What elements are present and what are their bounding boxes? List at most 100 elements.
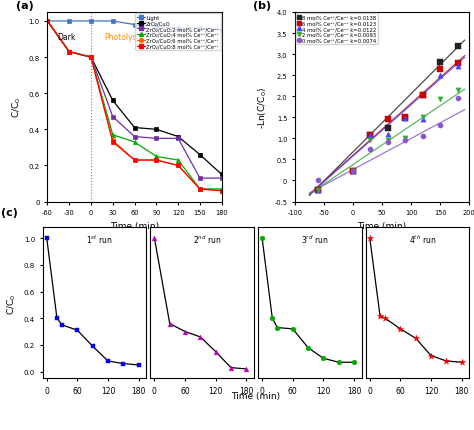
ZrO₂/CuO:4 mol% Ce³⁺/Ce⁴⁺ [219, 187, 225, 192]
Point [212, 348, 219, 355]
Light [88, 19, 94, 25]
Point [401, 115, 409, 122]
ZrO₂/CuO [219, 172, 225, 178]
Point [151, 235, 158, 242]
Point [304, 344, 312, 351]
Point [349, 169, 357, 175]
ZrO₂/CuO:6 mol% Ce³⁺/Ce⁴⁺ [66, 50, 72, 55]
Point [227, 364, 235, 371]
ZrO₂/CuO:8 mol% Ce³⁺/Ce⁴⁺ [45, 19, 50, 25]
Point [401, 115, 409, 122]
Point [437, 73, 444, 80]
Point [437, 66, 444, 73]
Point [384, 126, 392, 132]
ZrO₂/CuO [110, 98, 116, 104]
Line: ZrO₂/CuO:4 mol% Ce³⁺/Ce⁴⁺: ZrO₂/CuO:4 mol% Ce³⁺/Ce⁴⁺ [46, 20, 224, 192]
Point [419, 133, 427, 140]
Point [314, 187, 322, 194]
ZrO₂/CuO:4 mol% Ce³⁺/Ce⁴⁺ [175, 158, 181, 163]
ZrO₂/CuO:6 mol% Ce³⁺/Ce⁴⁺ [197, 187, 203, 192]
Point [458, 359, 465, 366]
ZrO₂/CuO [197, 153, 203, 158]
Text: Photolysis: Photolysis [104, 33, 143, 42]
ZrO₂/CuO:6 mol% Ce³⁺/Ce⁴⁺ [110, 138, 116, 144]
Point [104, 358, 112, 365]
Light [219, 28, 225, 34]
Legend: Light, ZrO₂/CuO, ZrO₂/CuO:2 mol% Ce³⁺/Ce⁴⁺, ZrO₂/CuO:4 mol% Ce³⁺/Ce⁴⁺, ZrO₂/CuO:: Light, ZrO₂/CuO, ZrO₂/CuO:2 mol% Ce³⁺/Ce… [135, 14, 221, 51]
X-axis label: Time (min): Time (min) [110, 221, 159, 230]
Y-axis label: C/C$_0$: C/C$_0$ [6, 292, 18, 314]
Light [175, 27, 181, 32]
Light [110, 19, 116, 25]
ZrO₂/CuO:2 mol% Ce³⁺/Ce⁴⁺ [110, 115, 116, 120]
Point [349, 169, 357, 175]
Point [454, 95, 461, 102]
Text: 2$^{nd}$ run: 2$^{nd}$ run [193, 233, 221, 245]
Point [397, 326, 404, 332]
Point [454, 63, 461, 70]
Point [419, 116, 427, 123]
Point [119, 360, 127, 367]
Point [367, 146, 374, 153]
ZrO₂/CuO [175, 135, 181, 140]
Text: (a): (a) [16, 1, 34, 11]
Point [437, 122, 444, 129]
Point [384, 139, 392, 146]
Line: ZrO₂/CuO:6 mol% Ce³⁺/Ce⁴⁺: ZrO₂/CuO:6 mol% Ce³⁺/Ce⁴⁺ [46, 20, 224, 194]
Point [419, 114, 427, 121]
Point [367, 132, 374, 139]
Light [132, 23, 137, 28]
Point [367, 132, 374, 139]
ZrO₂/CuO:4 mol% Ce³⁺/Ce⁴⁺ [154, 154, 159, 160]
ZrO₂/CuO:2 mol% Ce³⁺/Ce⁴⁺ [154, 136, 159, 141]
Line: ZrO₂/CuO: ZrO₂/CuO [46, 20, 224, 177]
ZrO₂/CuO:6 mol% Ce³⁺/Ce⁴⁺ [175, 163, 181, 169]
Point [181, 329, 189, 335]
Point [401, 135, 409, 142]
ZrO₂/CuO:8 mol% Ce³⁺/Ce⁴⁺ [219, 189, 225, 194]
Point [366, 235, 374, 242]
Point [401, 138, 409, 144]
ZrO₂/CuO:4 mol% Ce³⁺/Ce⁴⁺ [66, 50, 72, 55]
Point [43, 235, 51, 242]
Point [401, 114, 409, 121]
Point [89, 343, 96, 350]
Point [166, 320, 173, 327]
ZrO₂/CuO:6 mol% Ce³⁺/Ce⁴⁺ [88, 55, 94, 61]
ZrO₂/CuO [154, 127, 159, 132]
ZrO₂/CuO:6 mol% Ce³⁺/Ce⁴⁺ [132, 158, 137, 163]
Point [454, 44, 461, 51]
Point [314, 178, 322, 184]
Point [273, 324, 281, 331]
Text: Time (min): Time (min) [231, 391, 281, 400]
ZrO₂/CuO:4 mol% Ce³⁺/Ce⁴⁺ [132, 140, 137, 145]
Line: ZrO₂/CuO:2 mol% Ce³⁺/Ce⁴⁺: ZrO₂/CuO:2 mol% Ce³⁺/Ce⁴⁺ [46, 20, 224, 181]
Point [384, 137, 392, 144]
Text: 4$^{th}$ run: 4$^{th}$ run [409, 233, 437, 245]
Point [367, 138, 374, 144]
ZrO₂/CuO:6 mol% Ce³⁺/Ce⁴⁺ [45, 19, 50, 25]
Point [258, 235, 266, 242]
Light [154, 25, 159, 30]
Point [367, 132, 374, 139]
ZrO₂/CuO:8 mol% Ce³⁺/Ce⁴⁺ [175, 163, 181, 169]
ZrO₂/CuO:6 mol% Ce³⁺/Ce⁴⁺ [219, 189, 225, 194]
Y-axis label: C/C$_0$: C/C$_0$ [10, 97, 23, 118]
Point [376, 312, 384, 319]
ZrO₂/CuO:2 mol% Ce³⁺/Ce⁴⁺ [45, 19, 50, 25]
Point [349, 169, 357, 175]
Point [242, 366, 250, 372]
Text: 3$^{rd}$ run: 3$^{rd}$ run [301, 233, 328, 245]
Point [314, 187, 322, 194]
ZrO₂/CuO:2 mol% Ce³⁺/Ce⁴⁺ [88, 55, 94, 61]
Light [66, 19, 72, 25]
ZrO₂/CuO [45, 19, 50, 25]
ZrO₂/CuO:2 mol% Ce³⁺/Ce⁴⁺ [197, 176, 203, 181]
Light [45, 19, 50, 25]
Legend: 8 mol% Ce³⁺/Ce⁴⁺ k=0.0138, 6 mol% Ce³⁺/Ce⁴⁺ k=0.0123, 4 mol% Ce³⁺/Ce⁴⁺ k=0.0122,: 8 mol% Ce³⁺/Ce⁴⁺ k=0.0138, 6 mol% Ce³⁺/C… [296, 14, 378, 45]
Point [289, 326, 297, 332]
Text: (c): (c) [1, 208, 18, 218]
Point [384, 116, 392, 123]
ZrO₂/CuO:8 mol% Ce³⁺/Ce⁴⁺ [132, 158, 137, 163]
Point [427, 352, 435, 359]
